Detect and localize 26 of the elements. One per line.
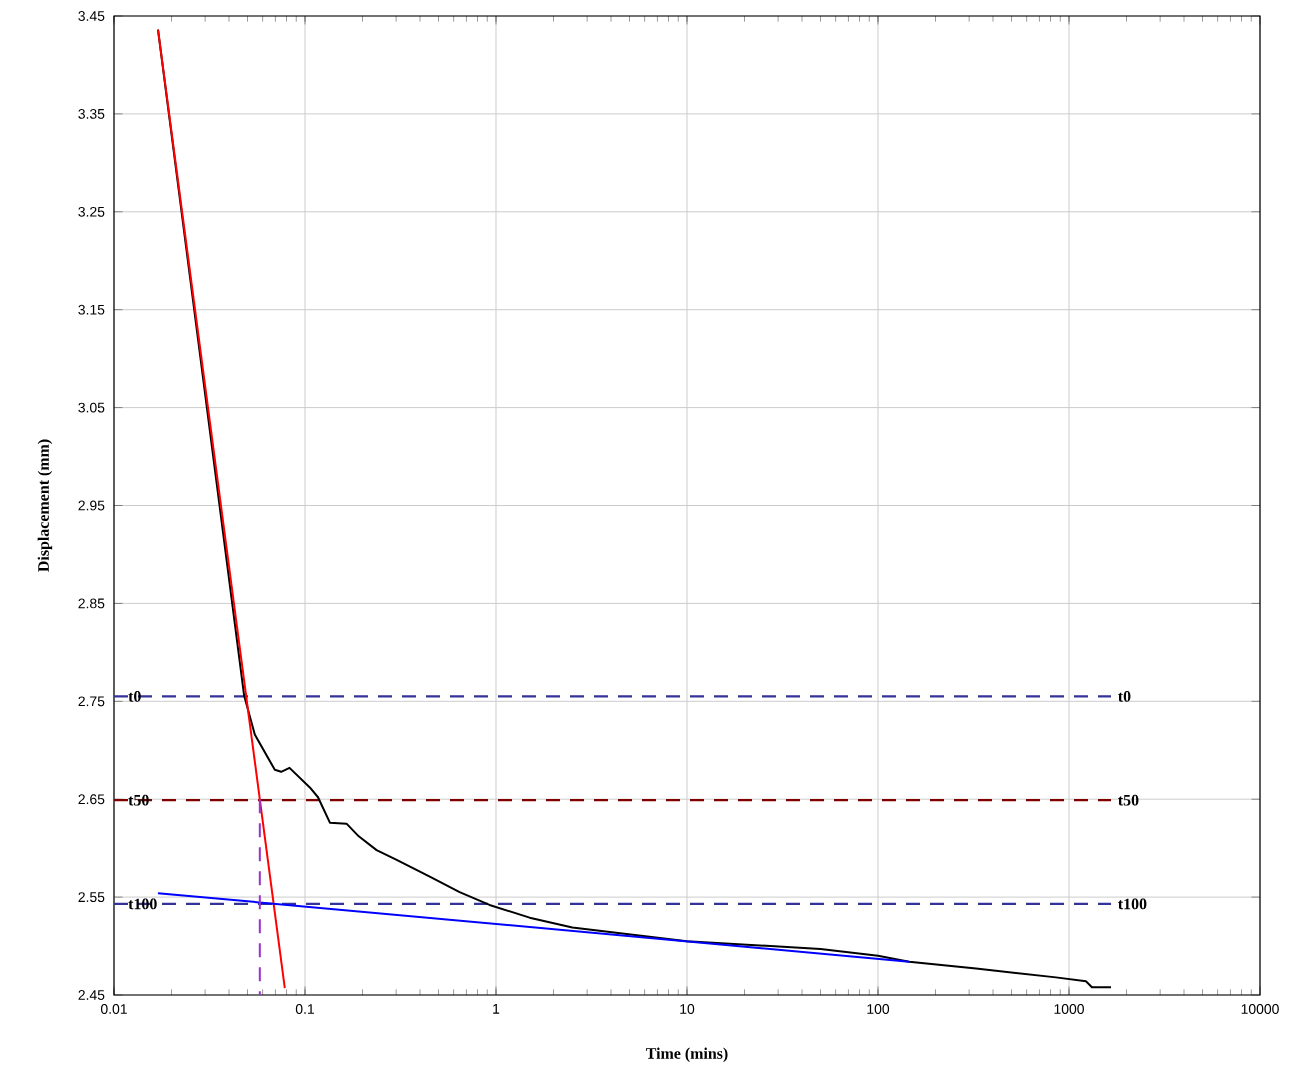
ref-line-label: t100 bbox=[128, 898, 157, 910]
y-tick-label: 2.55 bbox=[78, 892, 105, 903]
y-tick-label: 3.35 bbox=[78, 108, 105, 119]
y-axis-title: Displacement (mm) bbox=[37, 439, 53, 572]
y-tick-label: 2.95 bbox=[78, 500, 105, 511]
y-tick-label: 2.45 bbox=[78, 990, 105, 1000]
y-tick-label: 2.85 bbox=[78, 598, 105, 609]
text: t50 bbox=[1118, 794, 1139, 806]
y-tick-label: 3.45 bbox=[78, 11, 105, 21]
text: t100 bbox=[1118, 898, 1147, 910]
x-tick-label: 1000 bbox=[1054, 1004, 1084, 1014]
x-tick-label: 10 bbox=[680, 1004, 695, 1014]
y-tick-label: 3.15 bbox=[78, 304, 105, 315]
y-tick-label: 2.75 bbox=[78, 696, 105, 707]
x-tick-label: 1 bbox=[493, 1004, 500, 1014]
text: t0 bbox=[1118, 691, 1131, 702]
x-axis-title: Time (mins) bbox=[646, 1047, 728, 1063]
x-tick-label: 10000 bbox=[1241, 1004, 1279, 1014]
y-tick-label: 3.05 bbox=[78, 402, 105, 413]
ref-line-label: t50 bbox=[128, 794, 149, 806]
x-tick-label: 0.1 bbox=[295, 1004, 314, 1014]
y-tick-label: 2.65 bbox=[78, 794, 105, 805]
ref-line-label: t0 bbox=[128, 691, 141, 702]
x-tick-label: 100 bbox=[867, 1004, 890, 1014]
y-tick-label: 3.25 bbox=[78, 206, 105, 217]
x-tick-label: 0.01 bbox=[100, 1004, 127, 1014]
